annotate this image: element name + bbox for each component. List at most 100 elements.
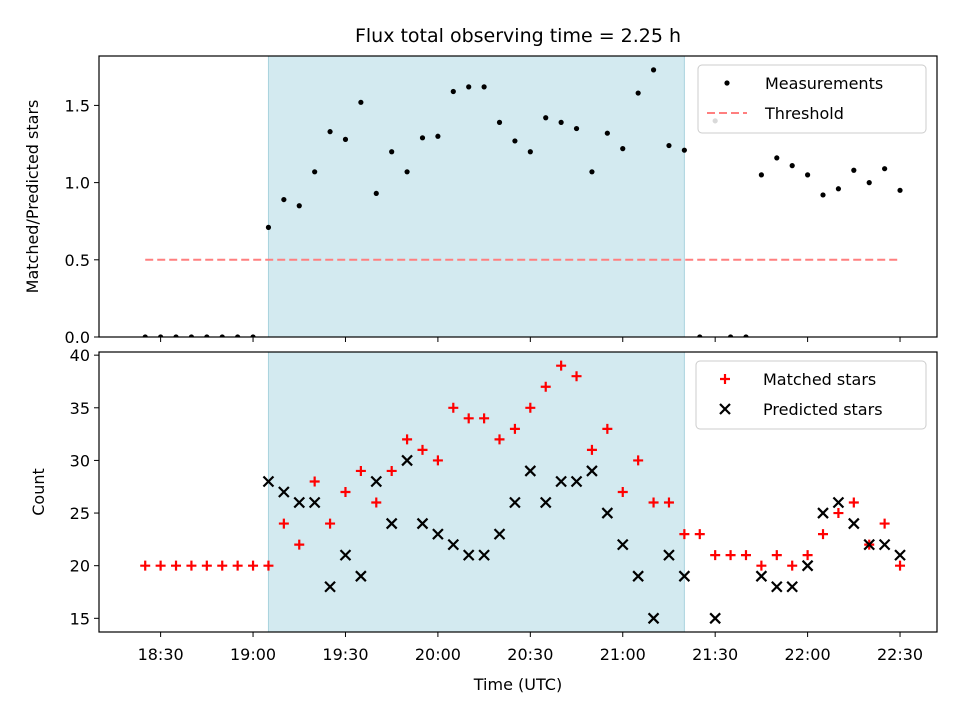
measurements-point [681, 147, 687, 153]
matched-stars-point [571, 371, 582, 382]
predicted-stars-point [755, 570, 768, 582]
y-axis-label: Count [29, 468, 48, 516]
matched-stars-point [725, 550, 736, 561]
measurements-point [835, 186, 842, 192]
x-tick-label: 19:00 [230, 645, 276, 664]
measurements-point [173, 334, 179, 337]
y-tick-label: 35 [70, 399, 90, 418]
matched-stars-point [602, 423, 613, 434]
y-tick-label: 25 [70, 504, 90, 523]
matched-stars-point [525, 402, 536, 413]
predicted-stars-point [632, 570, 644, 582]
matched-stars-point [248, 560, 259, 571]
observing-window-shade [267, 351, 685, 633]
measurements-point [204, 334, 210, 337]
legend-measurements-swatch [724, 80, 730, 86]
matched-stars-point [679, 529, 690, 540]
legend-label: Threshold [764, 104, 844, 123]
measurements-point [250, 334, 256, 337]
matched-stars-point [402, 434, 413, 445]
measurements-point [435, 133, 441, 139]
matched-stars-point [217, 560, 228, 571]
measurements-point [543, 115, 549, 121]
legend-box [697, 64, 927, 134]
measurements-point [466, 84, 472, 90]
predicted-stars-point [786, 580, 798, 593]
measurements-point [774, 155, 780, 161]
measurements-point [743, 334, 749, 337]
matched-stars-point [325, 518, 336, 529]
matched-stars-point [309, 476, 320, 487]
matched-stars-point [879, 518, 890, 529]
matched-stars-point [294, 539, 305, 550]
measurements-point [635, 90, 641, 96]
legend-box [695, 360, 927, 430]
x-axis-label: Time (UTC) [473, 675, 562, 694]
matched-stars-point [663, 497, 674, 508]
matched-stars-point [756, 560, 767, 571]
x-tick-label: 22:30 [877, 645, 923, 664]
matched-stars-point [694, 529, 705, 540]
top-panel: 0.0 0.5 1.0 1.5 Matched/Predicted stars Measu… [23, 55, 938, 347]
matched-stars-point [140, 560, 151, 571]
legend-label: Matched stars [763, 370, 876, 389]
matched-stars-point [340, 487, 351, 497]
predicted-stars-point [447, 538, 460, 551]
measurements-point [265, 224, 272, 230]
predicted-stars-point [570, 475, 583, 488]
matched-stars-point [771, 550, 782, 561]
matched-stars-point [432, 455, 443, 466]
matched-stars-point [833, 508, 844, 519]
measurements-point [789, 163, 795, 169]
predicted-stars-point [863, 538, 875, 551]
matched-stars-point [818, 529, 829, 540]
measurements-point [866, 180, 872, 186]
matched-stars-point [479, 413, 490, 424]
predicted-stars-point [848, 517, 860, 530]
predicted-stars-point [416, 517, 429, 530]
measurements-point [573, 125, 580, 132]
measurements-point [820, 192, 826, 198]
measurements-point [604, 130, 610, 136]
x-tick-label: 20:30 [507, 645, 553, 664]
y-tick-label: 15 [70, 609, 90, 628]
matched-stars-point [371, 497, 382, 508]
measurements-point [358, 99, 364, 105]
predicted-stars-point [832, 496, 845, 509]
measurements-point [281, 196, 287, 203]
measurements-point [666, 142, 672, 149]
measurements-point [697, 334, 703, 337]
predicted-stars-point [878, 538, 891, 551]
matched-stars-point [278, 518, 289, 529]
x-tick-label: 19:30 [322, 645, 368, 664]
predicted-stars-point [801, 559, 814, 572]
measurements-point [805, 172, 811, 178]
predicted-stars-point [647, 612, 660, 625]
measurements-point [512, 138, 518, 144]
measurements-point [882, 166, 888, 172]
matched-stars-point [263, 560, 274, 571]
predicted-stars-point [308, 496, 321, 509]
matched-stars-point [540, 381, 551, 392]
measurements-point [620, 146, 626, 152]
measurements-point [481, 84, 487, 90]
measurements-point [758, 172, 764, 178]
matched-stars-point [802, 550, 813, 561]
measurements-point [650, 67, 657, 73]
matched-stars-point [556, 360, 567, 371]
chart-title: Flux total observing time = 2.25 h [355, 25, 681, 47]
measurements-point [496, 119, 503, 125]
predicted-stars-point [709, 612, 721, 625]
measurements-point [851, 167, 857, 173]
legend: Measurements Threshold [697, 64, 927, 134]
matched-stars-point [155, 560, 166, 571]
measurements-point [188, 334, 195, 337]
predicted-stars-point [262, 475, 275, 488]
legend-matched-stars-swatch [720, 374, 730, 384]
matched-stars-point [171, 560, 182, 571]
measurements-point [389, 149, 395, 155]
predicted-stars-point [601, 507, 614, 519]
plot-area [142, 67, 903, 337]
axes-frame [98, 55, 938, 338]
